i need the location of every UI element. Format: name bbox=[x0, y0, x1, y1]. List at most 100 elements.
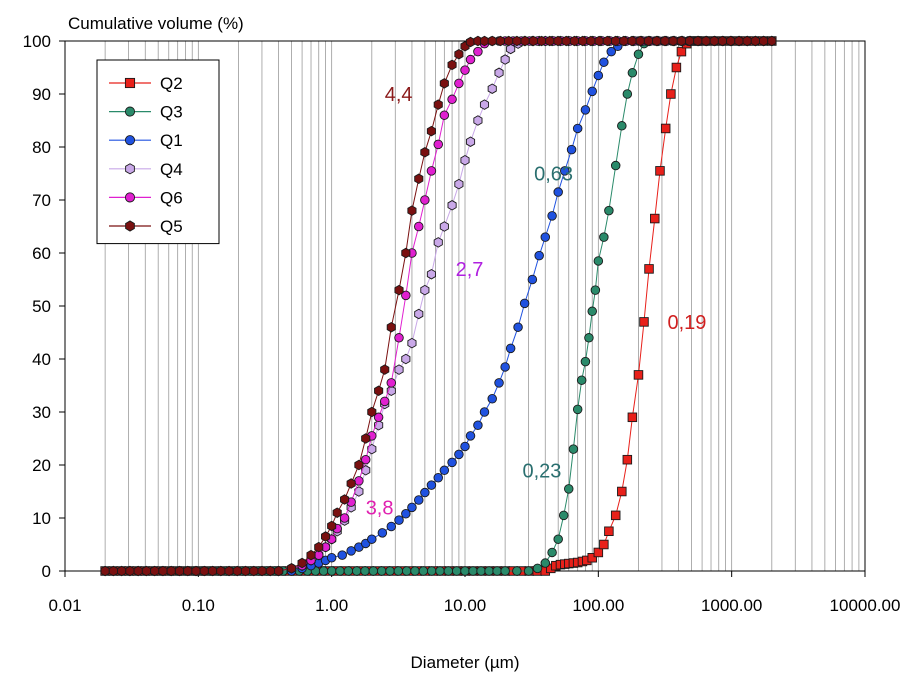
data-point bbox=[580, 356, 591, 367]
data-point bbox=[265, 565, 275, 577]
legend-item-q4: Q4 bbox=[109, 160, 183, 179]
data-point bbox=[479, 99, 490, 110]
data-point bbox=[454, 78, 464, 89]
data-point bbox=[587, 86, 597, 97]
data-point bbox=[655, 166, 665, 176]
legend-marker bbox=[125, 163, 135, 175]
data-point bbox=[610, 510, 621, 521]
data-point bbox=[593, 256, 604, 266]
data-point bbox=[468, 566, 478, 576]
data-point bbox=[566, 144, 577, 155]
data-point bbox=[561, 35, 571, 47]
data-point bbox=[339, 513, 350, 523]
data-point bbox=[367, 534, 377, 544]
y-tick-label: 0 bbox=[42, 562, 51, 581]
data-point bbox=[451, 566, 462, 576]
data-point bbox=[500, 566, 510, 576]
data-point bbox=[537, 35, 547, 47]
data-point bbox=[367, 443, 377, 455]
data-point bbox=[420, 284, 430, 296]
data-point bbox=[166, 565, 176, 577]
legend-marker bbox=[124, 135, 136, 146]
legend-label: Q1 bbox=[160, 131, 183, 150]
data-point bbox=[401, 247, 411, 259]
data-point bbox=[274, 565, 284, 577]
data-point bbox=[286, 563, 297, 574]
data-point bbox=[599, 539, 609, 550]
data-point bbox=[447, 94, 457, 105]
data-point bbox=[693, 35, 703, 47]
data-point bbox=[133, 565, 143, 577]
data-point bbox=[460, 65, 470, 75]
data-point bbox=[386, 321, 396, 333]
axes: 0.01 0.10 1.00 10.00 100.00 1000.00 10000.00 0 1… bbox=[23, 32, 901, 615]
data-point bbox=[523, 566, 534, 576]
data-point bbox=[426, 166, 437, 176]
data-point bbox=[540, 232, 551, 242]
data-point bbox=[340, 494, 350, 505]
data-point bbox=[379, 396, 390, 407]
legend-label: Q3 bbox=[160, 103, 183, 122]
data-point bbox=[668, 35, 678, 47]
data-point bbox=[433, 99, 443, 110]
data-point bbox=[351, 566, 362, 576]
data-point bbox=[742, 35, 752, 47]
data-point bbox=[373, 412, 384, 423]
data-point bbox=[494, 378, 504, 388]
data-point bbox=[500, 54, 510, 65]
data-point bbox=[633, 49, 644, 60]
data-point bbox=[354, 486, 364, 497]
data-point bbox=[354, 459, 364, 471]
data-point bbox=[660, 35, 670, 47]
data-point bbox=[460, 566, 470, 576]
data-point bbox=[553, 534, 563, 544]
data-point bbox=[257, 565, 267, 577]
y-tick-label: 10 bbox=[32, 509, 51, 528]
x-tick-label: 0.10 bbox=[182, 596, 215, 615]
data-point bbox=[460, 441, 470, 452]
data-point bbox=[426, 268, 436, 280]
data-point bbox=[617, 486, 627, 497]
data-point bbox=[447, 200, 457, 211]
data-point bbox=[346, 478, 356, 489]
y-tick-label: 50 bbox=[32, 297, 51, 316]
annotation-label: 2,7 bbox=[456, 259, 484, 281]
legend-label: Q4 bbox=[160, 160, 183, 179]
y-tick-label: 100 bbox=[23, 32, 51, 51]
data-point bbox=[572, 404, 583, 415]
data-point bbox=[216, 565, 226, 577]
data-point bbox=[326, 566, 337, 576]
annotation-label: 4,4 bbox=[385, 84, 413, 106]
data-point bbox=[439, 110, 450, 120]
data-point bbox=[564, 484, 574, 494]
data-point bbox=[473, 115, 483, 126]
legend-label: Q5 bbox=[160, 217, 183, 236]
data-point bbox=[454, 178, 464, 190]
data-point bbox=[553, 187, 563, 197]
data-point bbox=[100, 565, 110, 577]
y-tick-label: 90 bbox=[32, 85, 51, 104]
data-point bbox=[709, 35, 719, 47]
data-point bbox=[465, 54, 476, 65]
data-point bbox=[599, 232, 609, 242]
data-point bbox=[627, 412, 638, 423]
x-tick-label: 1.00 bbox=[315, 596, 348, 615]
data-point bbox=[622, 454, 633, 465]
data-point bbox=[479, 35, 490, 47]
data-point bbox=[374, 385, 384, 397]
data-point bbox=[125, 565, 135, 577]
data-point bbox=[759, 35, 769, 47]
data-point bbox=[414, 173, 424, 185]
data-point bbox=[540, 558, 551, 568]
data-point bbox=[401, 566, 412, 576]
data-point bbox=[584, 333, 594, 343]
data-point bbox=[199, 565, 209, 577]
data-point bbox=[476, 566, 486, 576]
data-point bbox=[321, 531, 331, 542]
data-point bbox=[150, 565, 160, 577]
data-point bbox=[439, 465, 450, 476]
data-point bbox=[249, 565, 259, 577]
data-point bbox=[602, 35, 612, 47]
data-point bbox=[332, 507, 342, 518]
